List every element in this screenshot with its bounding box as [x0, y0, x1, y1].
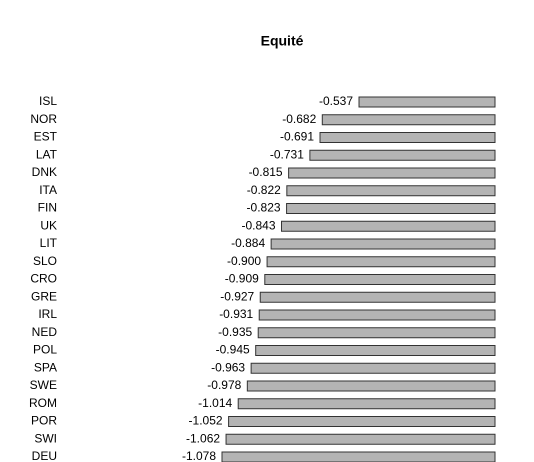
- value-label: -0.843: [241, 218, 275, 232]
- y-tick-label: UK: [40, 218, 57, 232]
- value-label: -0.884: [231, 236, 265, 250]
- value-label: -1.014: [198, 396, 232, 410]
- value-label: -0.691: [280, 130, 314, 144]
- bar: [319, 132, 496, 143]
- bar: [221, 451, 496, 462]
- value-label: -0.822: [247, 183, 281, 197]
- bar: [358, 96, 496, 108]
- value-label: -0.823: [247, 201, 281, 215]
- bar: [288, 167, 496, 179]
- bar: [237, 398, 496, 410]
- y-tick-label: LAT: [36, 147, 58, 161]
- bar: [258, 309, 496, 321]
- y-tick-label: SWE: [30, 378, 57, 392]
- bar: [286, 203, 496, 214]
- y-tick-label: CRO: [30, 272, 57, 286]
- bar: [266, 256, 496, 268]
- y-tick-label: SWI: [34, 431, 57, 445]
- y-tick-label: ISL: [39, 94, 57, 108]
- y-tick-label: EST: [34, 130, 58, 144]
- bar: [309, 149, 496, 161]
- value-label: -1.062: [186, 431, 220, 445]
- y-tick-label: SLO: [33, 254, 57, 268]
- y-tick-label: NED: [32, 325, 58, 339]
- bar: [259, 291, 496, 303]
- y-tick-label: ITA: [39, 183, 57, 197]
- bar: [281, 220, 496, 232]
- y-tick-label: SPA: [34, 360, 57, 374]
- y-tick-label: DEU: [32, 449, 57, 462]
- value-label: -0.927: [220, 289, 254, 303]
- y-tick-label: DNK: [32, 165, 57, 179]
- y-tick-label: IRL: [38, 307, 57, 321]
- bar: [321, 114, 496, 126]
- bar: [250, 362, 496, 374]
- value-label: -0.900: [227, 254, 261, 268]
- y-tick-label: FIN: [38, 201, 57, 215]
- y-tick-label: GRE: [31, 289, 57, 303]
- value-label: -0.731: [270, 147, 304, 161]
- bar: [228, 416, 496, 427]
- value-label: -0.931: [219, 307, 253, 321]
- bar: [264, 274, 496, 285]
- value-label: -0.815: [249, 165, 283, 179]
- bar: [270, 238, 496, 250]
- bar: [246, 380, 496, 392]
- value-label: -0.978: [207, 378, 241, 392]
- bar: [255, 345, 496, 356]
- bar: [225, 433, 496, 445]
- value-label: -0.909: [225, 272, 259, 286]
- value-label: -0.537: [319, 94, 353, 108]
- value-label: -0.945: [216, 343, 250, 357]
- bar: [286, 185, 496, 197]
- y-tick-label: LIT: [40, 236, 58, 250]
- value-label: -0.682: [282, 112, 316, 126]
- y-tick-label: NOR: [30, 112, 57, 126]
- chart-title: Equité: [261, 33, 304, 49]
- bar: [257, 327, 496, 339]
- y-tick-label: POL: [33, 343, 57, 357]
- y-tick-label: POR: [31, 414, 57, 428]
- value-label: -0.935: [218, 325, 252, 339]
- value-label: -1.052: [189, 414, 223, 428]
- value-label: -0.963: [211, 360, 245, 374]
- value-label: -1.078: [182, 449, 216, 462]
- y-tick-label: ROM: [29, 396, 57, 410]
